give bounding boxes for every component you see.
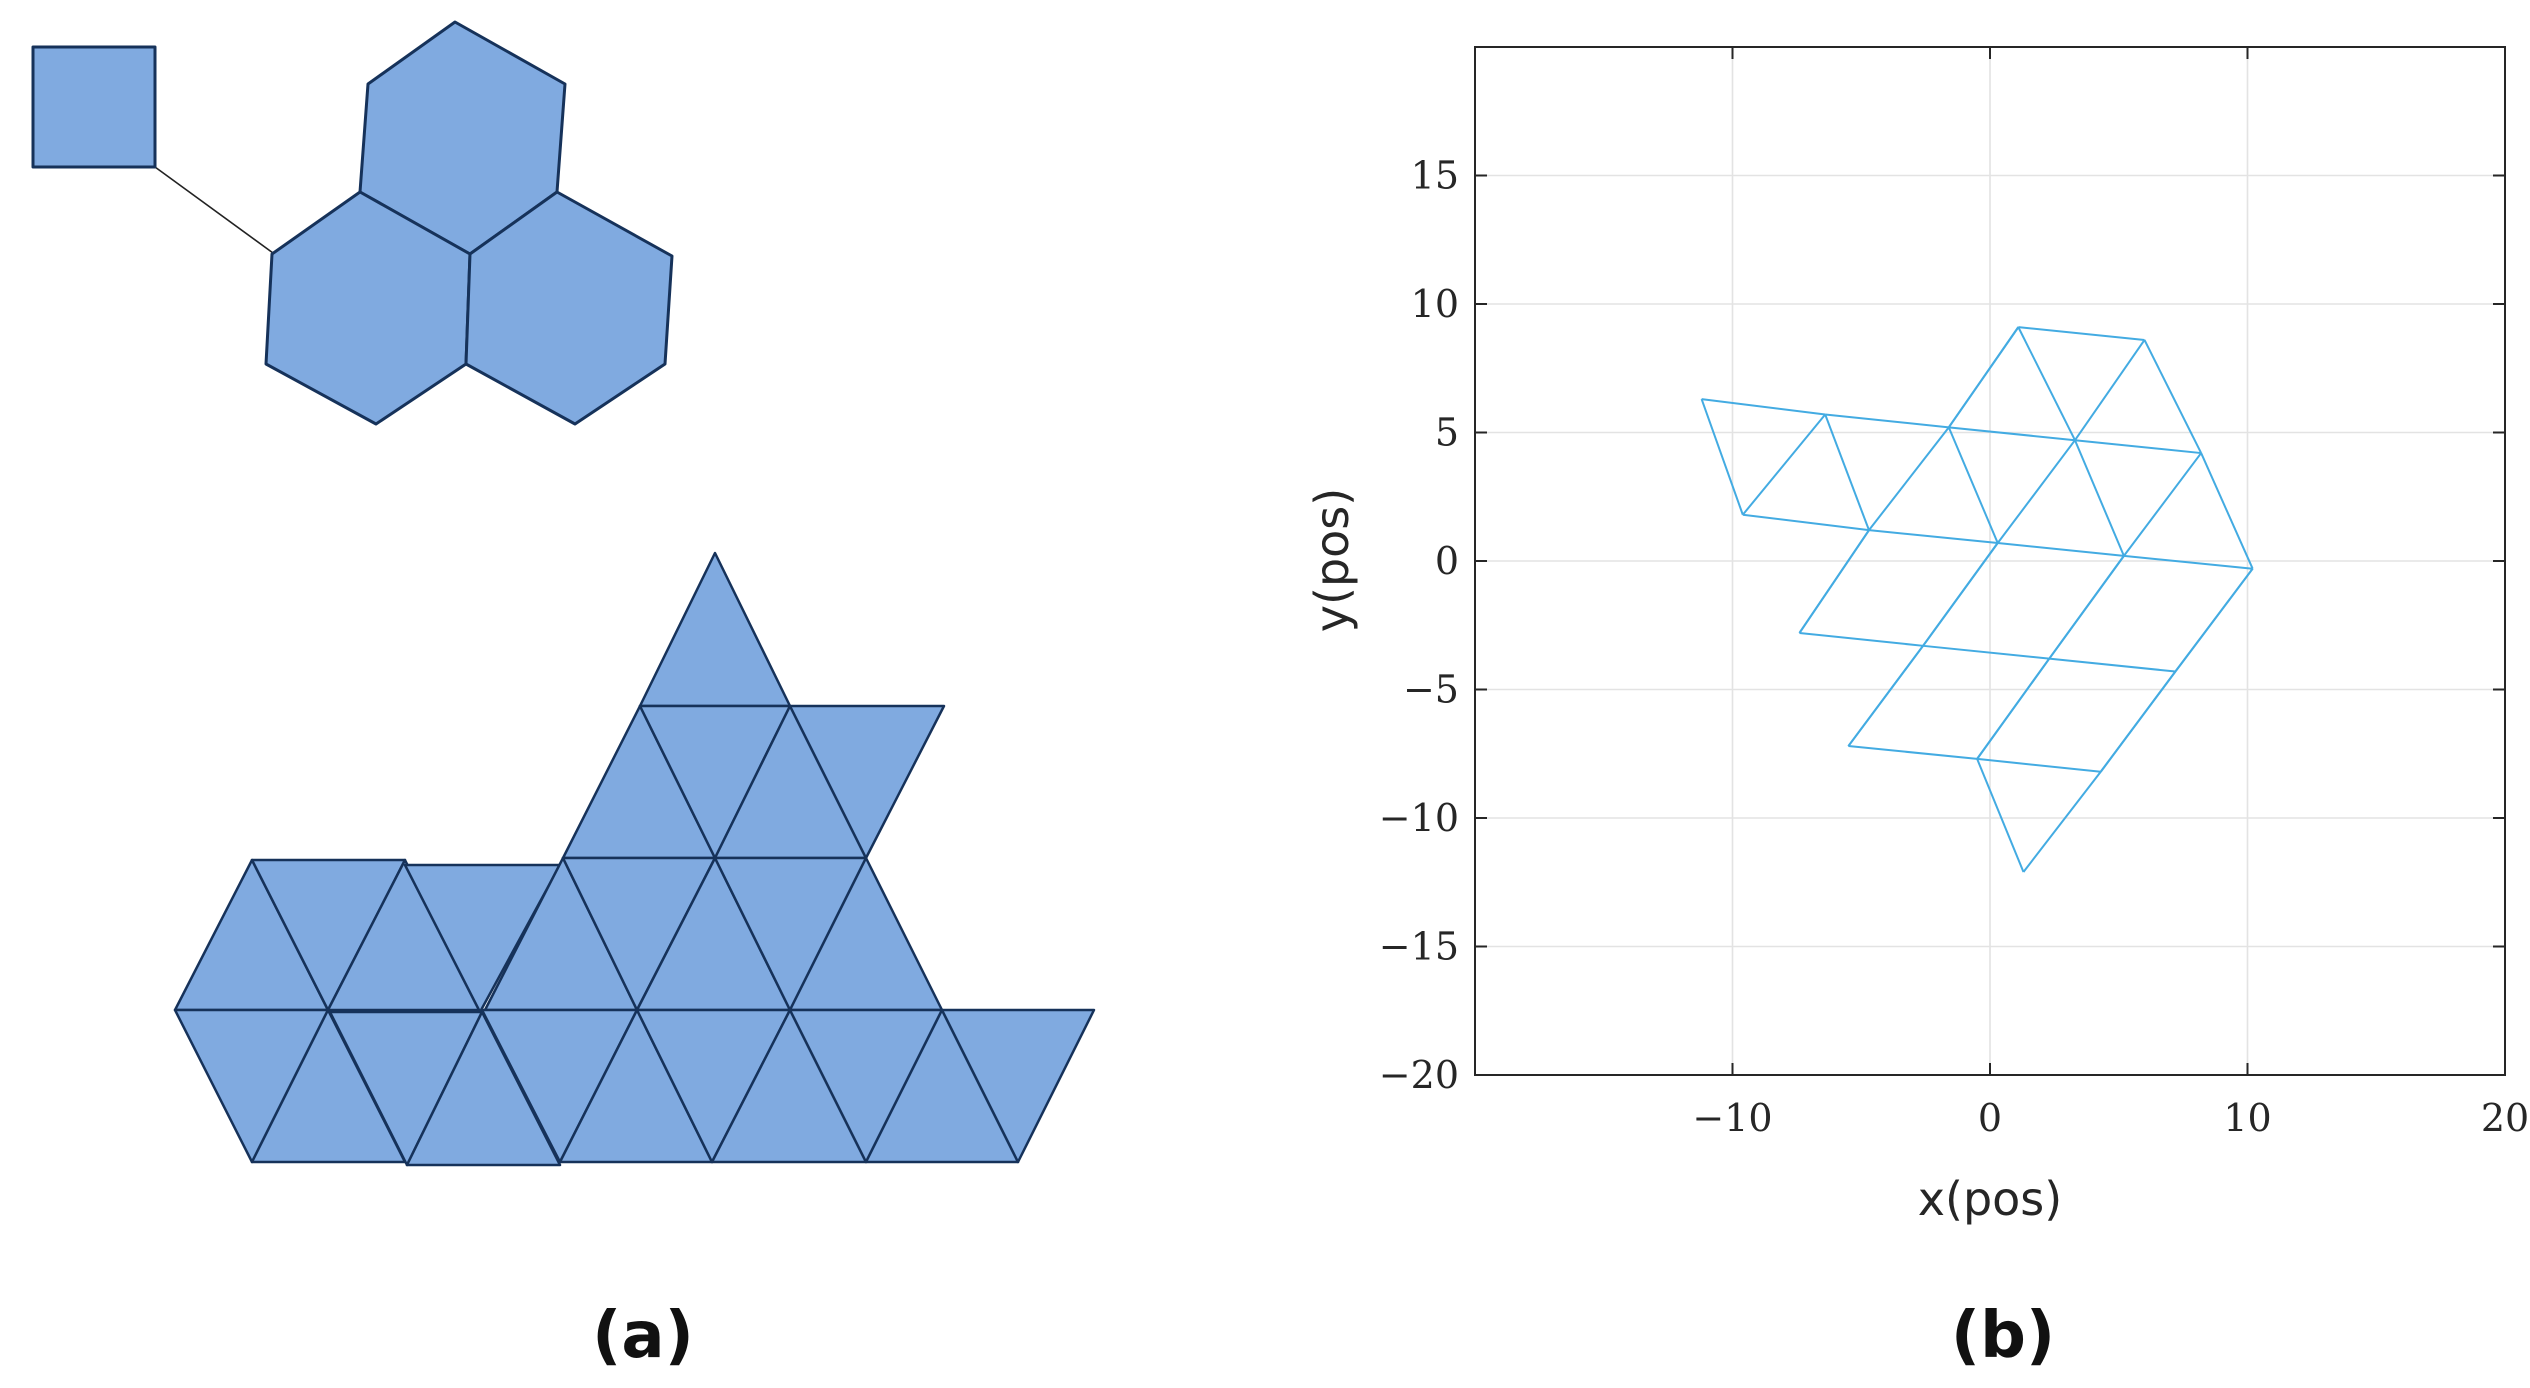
x-tick-label: 0 — [1978, 1096, 2002, 1140]
mesh-edge — [1825, 413, 1949, 429]
plot-grid — [1475, 47, 2505, 1075]
mesh-edge — [2049, 657, 2176, 673]
triangular-mesh — [1700, 326, 2254, 873]
mesh-edge — [1948, 426, 2076, 442]
mesh-edge — [1976, 658, 2051, 760]
triangle-module — [403, 863, 562, 1014]
mesh-edge — [1701, 398, 1826, 416]
mesh-edge — [2074, 439, 2125, 557]
y-tick-label: 10 — [1411, 282, 1459, 326]
y-tick-label: −20 — [1379, 1053, 1459, 1097]
mesh-edge — [1997, 542, 2125, 557]
x-tick-label: 20 — [2481, 1096, 2529, 1140]
mesh-edge — [1977, 757, 2101, 773]
mesh-edge — [1847, 645, 1924, 747]
mesh-edge — [2099, 670, 2177, 773]
y-tick-label: −10 — [1379, 796, 1459, 840]
triangle-module — [638, 551, 792, 708]
mesh-edge — [1700, 398, 1744, 516]
x-axis-label: x(pos) — [1918, 1172, 2062, 1226]
y-tick-label: −5 — [1403, 668, 1459, 712]
mesh-edge — [2143, 339, 2203, 454]
panel-a-label: (a) — [592, 1299, 694, 1373]
mesh-edge — [2123, 452, 2202, 557]
mesh-edge — [2048, 555, 2125, 660]
mesh-edge — [2174, 568, 2254, 673]
triangle-module — [788, 704, 946, 860]
panel-a: (a) — [31, 20, 1096, 1373]
triangle-module — [940, 1008, 1096, 1164]
connector-line — [154, 166, 274, 254]
square-module — [31, 45, 157, 169]
mesh-edge — [1824, 414, 1870, 531]
mesh-edge — [1798, 529, 1870, 634]
y-tick-label: −15 — [1379, 925, 1459, 969]
hexagon-module-right — [464, 190, 674, 426]
y-tick-label: 0 — [1435, 539, 1459, 583]
mesh-edge — [1922, 542, 1999, 647]
y-tick-label: 15 — [1411, 154, 1459, 198]
mesh-edge — [1868, 529, 1998, 545]
triangle-assembly — [173, 551, 1096, 1167]
mesh-edge — [2018, 326, 2145, 341]
x-tick-label: −10 — [1692, 1096, 1772, 1140]
mesh-edge — [2123, 554, 2253, 570]
mesh-edge — [2200, 452, 2254, 570]
mesh-edge — [1947, 426, 1999, 544]
y-axis-label: y(pos) — [1305, 488, 1359, 632]
panel-b-label: (b) — [1951, 1299, 2055, 1373]
axis-ticks: −10 0 10 20 15 10 5 0 −5 −10 −15 −20 — [1379, 47, 2529, 1140]
mesh-edge — [1996, 439, 2076, 544]
mesh-edge — [1742, 513, 1870, 532]
mesh-edge — [2074, 439, 2202, 455]
mesh-edge — [1868, 426, 1950, 531]
mesh-edge — [1922, 644, 2050, 660]
x-tick-label: 10 — [2223, 1096, 2271, 1140]
mesh-edge — [2017, 326, 2076, 441]
mesh-edge — [2074, 339, 2146, 441]
mesh-edge — [1976, 758, 2025, 873]
y-tick-label: 5 — [1435, 411, 1459, 455]
mesh-edge — [2022, 771, 2102, 873]
mesh-edge — [1947, 326, 2020, 428]
mesh-edge — [1848, 745, 1978, 760]
mesh-edge — [1799, 631, 1924, 647]
mesh-edge — [1742, 413, 1826, 516]
